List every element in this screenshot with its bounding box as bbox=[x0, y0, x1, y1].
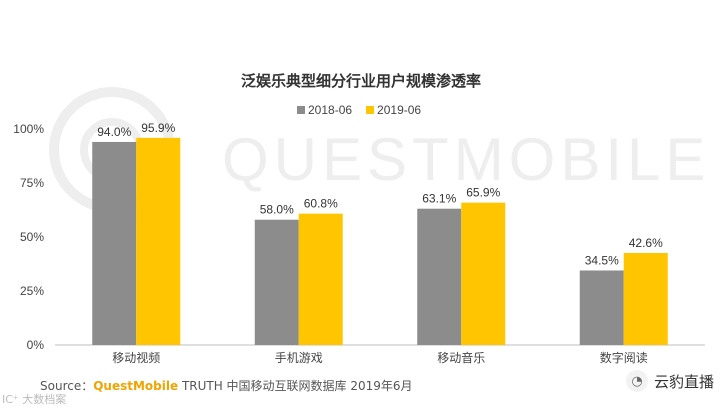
x-tick-label: 移动视频 bbox=[112, 350, 160, 365]
data-label: 94.0% bbox=[97, 125, 131, 139]
corner-watermark-right: ◔ 云豹直播 bbox=[625, 370, 714, 392]
source-brand: QuestMobile bbox=[93, 379, 179, 393]
watermark-text: QUESTMOBILE bbox=[222, 126, 710, 193]
source-note: Source：QuestMobile TRUTH 中国移动互联网数据库 2019… bbox=[40, 377, 413, 394]
y-tick-label: 75% bbox=[20, 176, 44, 190]
legend-label-2018: 2018-06 bbox=[308, 103, 353, 117]
bar-2019-06-数字阅读 bbox=[623, 252, 668, 345]
source-prefix: Source： bbox=[40, 379, 94, 393]
x-tick-label: 手机游戏 bbox=[275, 351, 323, 365]
axes: 0% 25% 50% 75% 100% 移动视频 手机游戏 移动音乐 数字阅读 bbox=[13, 122, 705, 365]
bar-2019-06-移动音乐 bbox=[461, 202, 506, 345]
x-tick-label: 数字阅读 bbox=[600, 350, 648, 365]
legend: 2018-06 2019-06 bbox=[297, 103, 421, 117]
bar-2018-06-移动音乐 bbox=[417, 208, 462, 345]
legend-label-2019: 2019-06 bbox=[377, 103, 422, 117]
legend-item-2019: 2019-06 bbox=[366, 103, 421, 117]
y-tick-label: 50% bbox=[20, 230, 44, 244]
bar-2018-06-手机游戏 bbox=[254, 219, 299, 345]
y-tick-label: 100% bbox=[13, 122, 44, 136]
wechat-icon: ◔ bbox=[625, 370, 648, 392]
y-tick-label: 0% bbox=[27, 338, 45, 352]
corner-watermark-left: IC⁺ 大数档案 bbox=[2, 393, 67, 406]
chart-title: 泛娱乐典型细分行业用户规模渗透率 bbox=[240, 72, 481, 90]
bars: 94.0% 95.9% 58.0% 60.8% 63.1% 65.9% 34.5% 42.6% bbox=[92, 121, 668, 345]
x-tick-label: 移动音乐 bbox=[437, 350, 485, 365]
source-text: TRUTH 中国移动互联网数据库 2019年6月 bbox=[178, 379, 413, 393]
data-label: 65.9% bbox=[466, 186, 500, 200]
legend-swatch-2018 bbox=[297, 106, 305, 114]
bar-2019-06-手机游戏 bbox=[298, 213, 343, 345]
bar-2018-06-数字阅读 bbox=[579, 270, 624, 345]
legend-item-2018: 2018-06 bbox=[297, 103, 352, 117]
data-label: 95.9% bbox=[141, 121, 175, 135]
data-label: 34.5% bbox=[585, 253, 619, 267]
legend-swatch-2019 bbox=[366, 106, 375, 114]
data-label: 42.6% bbox=[629, 236, 663, 250]
corner-watermark-right-text: 云豹直播 bbox=[653, 372, 714, 391]
data-label: 58.0% bbox=[260, 203, 294, 217]
bar-2019-06-移动视频 bbox=[136, 137, 181, 345]
y-tick-label: 25% bbox=[20, 284, 44, 298]
data-label: 60.8% bbox=[304, 197, 338, 211]
bar-2018-06-移动视频 bbox=[92, 141, 137, 345]
data-label: 63.1% bbox=[422, 192, 456, 206]
